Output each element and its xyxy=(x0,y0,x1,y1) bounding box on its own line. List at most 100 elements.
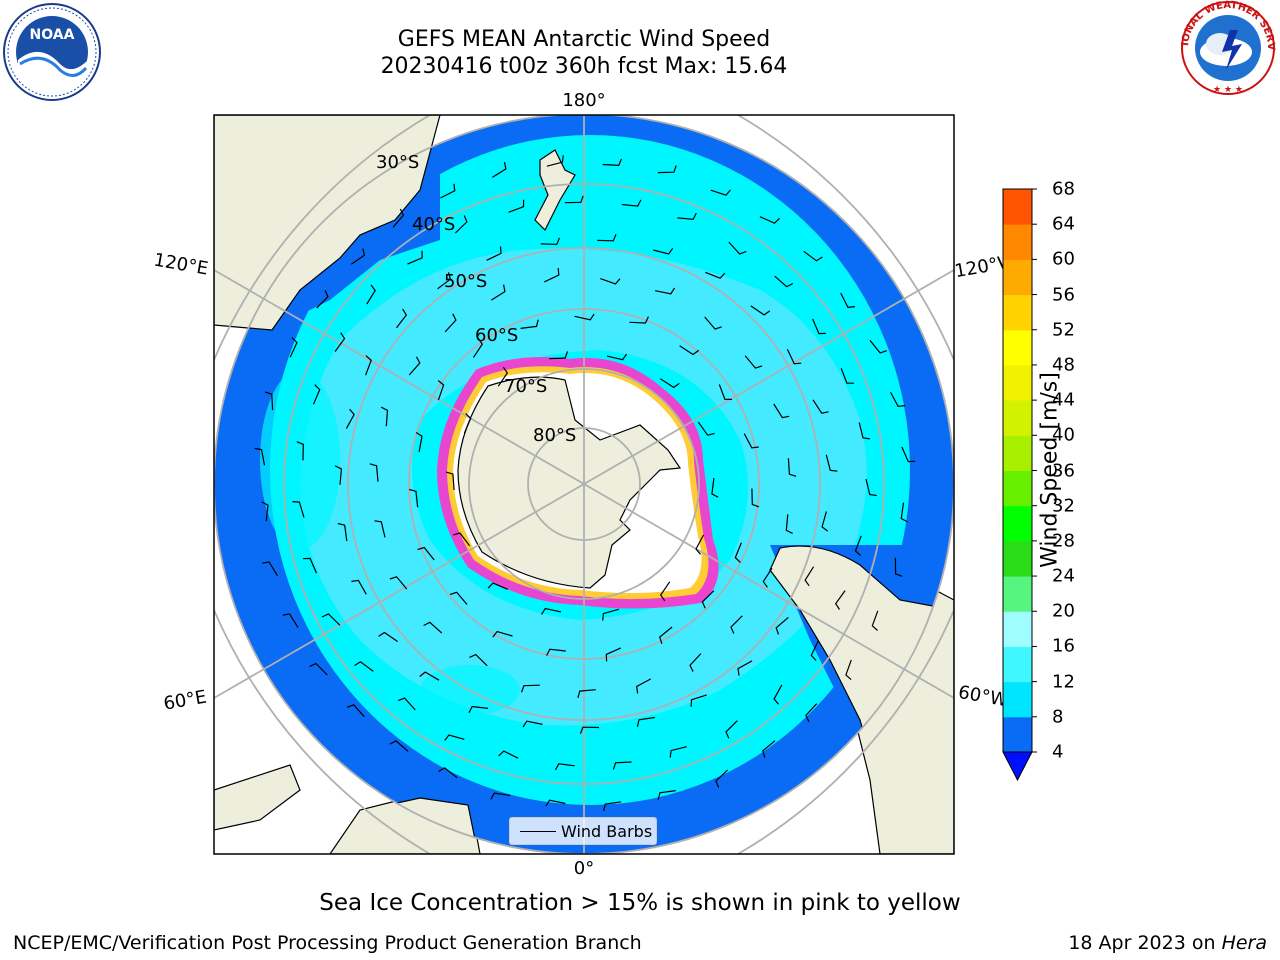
wind-barb xyxy=(840,292,855,308)
colorbar-band xyxy=(1003,470,1032,507)
wind-barb xyxy=(392,208,405,228)
wind-barb xyxy=(786,348,802,365)
lon-label-60e: 60°E xyxy=(162,686,208,714)
wind-barb xyxy=(711,477,719,498)
wind-barb xyxy=(463,413,472,434)
colorbar-tick-label: 36 xyxy=(1052,460,1075,481)
wind-barb xyxy=(710,189,731,196)
wind-barb xyxy=(445,471,455,491)
wind-barb xyxy=(417,546,435,561)
wind-barb xyxy=(437,380,445,401)
wind-barb xyxy=(522,720,543,728)
colorbar-band xyxy=(1003,646,1032,683)
lon-label-120e: 120°E xyxy=(152,249,210,279)
wind-barb xyxy=(540,607,562,615)
lon-label-0: 0° xyxy=(574,858,594,879)
wind-barb xyxy=(408,356,421,376)
wind-barb xyxy=(701,590,715,609)
chart-title: GEFS MEAN Antarctic Wind Speed xyxy=(397,27,771,52)
wind-barb xyxy=(546,648,566,656)
wind-barb xyxy=(444,734,465,741)
wind-barb xyxy=(577,689,596,698)
wind-barb xyxy=(669,746,687,758)
wind-barb xyxy=(659,378,680,389)
wind-barb xyxy=(834,590,846,610)
wind-barb xyxy=(312,384,321,405)
wind-barb xyxy=(469,653,488,667)
wind-barb xyxy=(730,615,743,634)
colorbar-band xyxy=(1003,189,1032,225)
wind-barb xyxy=(629,316,649,324)
lat-label-80s: 80°S xyxy=(533,425,576,446)
wind-barb xyxy=(690,694,707,707)
footer-date: 18 Apr 2023 on Hera xyxy=(1068,932,1267,954)
wind-barb xyxy=(865,478,877,497)
wind-barb xyxy=(759,216,780,224)
colorbar-tick-label: 8 xyxy=(1052,706,1064,728)
lat-label-40s: 40°S xyxy=(412,214,455,235)
wind-barb xyxy=(490,284,506,301)
wind-barb xyxy=(549,351,569,360)
wind-barb xyxy=(602,608,619,621)
wind-barb xyxy=(254,447,266,466)
chart-subtitle: 20230416 t00z 360h fcst Max: 15.64 xyxy=(380,54,788,79)
wind-barb xyxy=(659,581,671,602)
wind-barb xyxy=(468,705,489,713)
wind-barb xyxy=(894,557,903,577)
wind-barb xyxy=(744,355,763,369)
wind-barb xyxy=(444,313,457,333)
footer-host: Hera xyxy=(1221,932,1267,954)
wind-barb xyxy=(653,247,674,255)
wind-barb xyxy=(296,441,304,461)
wind-barb xyxy=(612,761,632,770)
wind-barb xyxy=(397,697,416,711)
wind-barb xyxy=(773,403,790,419)
wind-barb xyxy=(659,626,673,644)
graticule xyxy=(214,115,954,854)
wind-barb xyxy=(602,158,623,167)
footer-credit: NCEP/EMC/Verification Post Processing Pr… xyxy=(13,932,642,954)
wind-barb xyxy=(751,488,760,508)
wind-barb xyxy=(486,246,502,261)
wind-barb xyxy=(606,353,628,361)
noaa-logo-icon: NOAA xyxy=(3,3,101,101)
colorbar-band xyxy=(1003,400,1032,436)
wind-barb xyxy=(805,703,818,722)
wind-barb xyxy=(636,716,655,727)
wind-barb xyxy=(603,801,622,812)
colorbar-band xyxy=(1003,435,1032,471)
wind-barb xyxy=(264,391,274,411)
wind-barb xyxy=(345,408,355,429)
wind-barb xyxy=(545,799,566,807)
wind-barb xyxy=(718,384,732,400)
wind-barb xyxy=(901,446,916,463)
wind-barb xyxy=(677,212,697,220)
wind-barb xyxy=(334,465,343,485)
colorbar-band xyxy=(1003,364,1032,401)
wind-barb xyxy=(520,319,539,329)
wind-barb xyxy=(321,613,341,626)
wind-barb xyxy=(715,769,729,788)
wind-barb xyxy=(487,582,508,590)
lat-label-30s: 30°S xyxy=(376,152,419,173)
wind-barb xyxy=(636,678,652,694)
wind-barb xyxy=(840,368,854,384)
legend-line-marker xyxy=(520,831,556,832)
colorbar-band xyxy=(1003,611,1032,647)
wind-barb xyxy=(261,501,269,522)
wind-barb xyxy=(453,532,471,547)
wind-barb xyxy=(449,591,468,605)
wind-barb xyxy=(351,579,367,595)
wind-barb xyxy=(605,647,622,662)
wind-barb xyxy=(508,199,525,213)
colorbar-band xyxy=(1003,576,1032,612)
wind-barb xyxy=(785,514,793,534)
wind-barb xyxy=(472,338,484,358)
wind-barb xyxy=(812,399,829,414)
lat-label-50s: 50°S xyxy=(444,271,487,292)
svg-text:★ ★ ★: ★ ★ ★ xyxy=(1213,85,1243,95)
wind-barb xyxy=(657,790,676,800)
wind-barb xyxy=(440,183,456,199)
wind-barb xyxy=(490,792,511,800)
colorbar-band xyxy=(1003,716,1032,753)
